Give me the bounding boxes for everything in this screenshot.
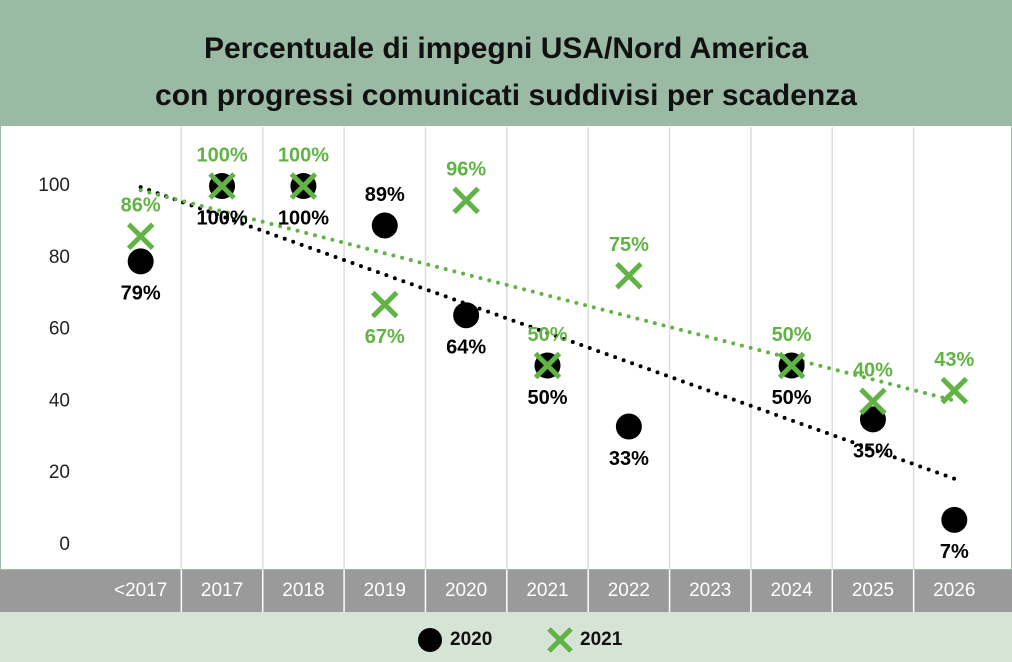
data-label: 50%: [772, 387, 812, 409]
y-tick-label: 100: [38, 175, 70, 196]
y-tick-label: 0: [59, 534, 70, 555]
x-tick-label: 2022: [608, 580, 650, 601]
data-label: 35%: [853, 441, 893, 463]
data-label: 100%: [196, 207, 247, 229]
x-tick-label: 2026: [933, 580, 975, 601]
title-band: [0, 0, 1012, 125]
point: [371, 212, 398, 239]
data-label: 33%: [609, 448, 649, 470]
point: [859, 387, 887, 416]
y-tick-label: 20: [49, 462, 70, 483]
category-band: [0, 570, 1012, 612]
trendline: [138, 188, 957, 403]
plot-background: [0, 124, 1012, 571]
data-label: 50%: [527, 387, 567, 409]
data-label: 79%: [121, 283, 161, 305]
point: [940, 376, 969, 405]
legend-marker: [418, 628, 442, 652]
data-label: 67%: [365, 326, 405, 348]
data-label: 86%: [121, 195, 161, 217]
x-tick-label: <2017: [114, 580, 167, 601]
x-tick-label: 2025: [852, 580, 894, 601]
data-label: 50%: [772, 324, 812, 346]
trendline: [138, 185, 957, 481]
data-label: 100%: [278, 144, 329, 166]
point: [615, 413, 642, 440]
x-tick-label: 2019: [364, 580, 406, 601]
point: [126, 222, 155, 251]
data-label: 75%: [609, 234, 649, 256]
y-tick-label: 40: [49, 390, 70, 411]
x-tick-label: 2018: [282, 580, 324, 601]
x-tick-label: 2024: [770, 580, 813, 601]
chart-title: Percentuale di impegni USA/Nord America: [204, 32, 808, 65]
point: [777, 351, 806, 380]
legend-band: [0, 612, 1012, 662]
data-label: 100%: [278, 207, 329, 229]
point: [859, 406, 886, 433]
data-label: 43%: [934, 349, 974, 371]
y-tick-label: 60: [49, 319, 70, 340]
point: [533, 351, 562, 380]
x-tick-label: 2020: [445, 580, 487, 601]
legend-marker: [547, 627, 573, 653]
legend-label: 2021: [580, 629, 623, 650]
point: [941, 506, 968, 533]
point: [452, 186, 480, 215]
point: [289, 172, 318, 200]
point: [371, 290, 399, 319]
point: [127, 248, 154, 275]
data-label: 89%: [365, 184, 405, 206]
data-label: 7%: [940, 541, 969, 563]
y-tick-label: 80: [49, 247, 70, 268]
x-tick-label: 2023: [689, 580, 731, 601]
x-tick-label: 2021: [526, 580, 568, 601]
data-label: 40%: [853, 360, 893, 382]
legend-label: 2020: [450, 629, 492, 650]
point: [208, 172, 236, 200]
point: [453, 302, 480, 329]
data-label: 96%: [446, 159, 486, 181]
data-label: 100%: [196, 144, 247, 166]
x-tick-label: 2017: [201, 580, 243, 601]
data-label: 50%: [527, 324, 567, 346]
point: [615, 261, 643, 290]
chart-title: con progressi comunicati suddivisi per s…: [155, 79, 857, 112]
data-label: 64%: [446, 337, 486, 359]
